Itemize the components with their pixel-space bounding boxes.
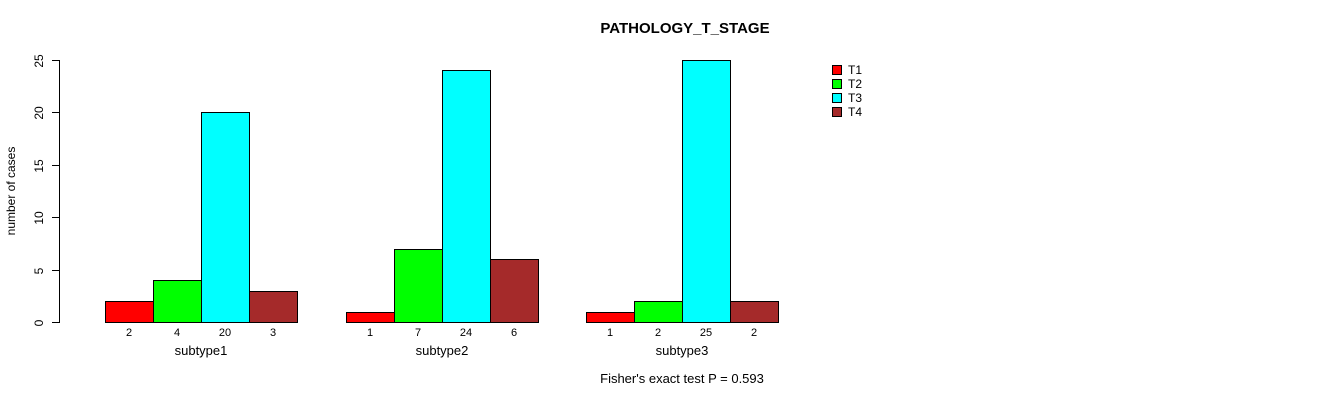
y-tick: [52, 217, 59, 218]
bar-t1-subtype2: [346, 312, 395, 323]
x-category-label: subtype2: [415, 343, 469, 358]
bar-t4-subtype2: [490, 259, 539, 323]
bar-value-label: 25: [699, 327, 713, 339]
bar-value-label: 24: [459, 327, 473, 339]
chart-title: PATHOLOGY_T_STAGE: [600, 20, 770, 37]
y-tick: [52, 112, 59, 113]
y-tick-label: 25: [32, 53, 46, 68]
y-tick-label: 5: [32, 267, 46, 274]
bar-t1-subtype3: [586, 312, 635, 323]
bar-value-label: 7: [414, 327, 422, 339]
legend-label-t3: T3: [848, 91, 863, 105]
y-tick: [52, 60, 59, 61]
legend-swatch-t3: [832, 93, 842, 103]
bar-t3-subtype2: [442, 70, 491, 323]
y-tick: [52, 322, 59, 323]
bar-t1-subtype1: [105, 301, 154, 323]
bar-value-label: 3: [269, 327, 277, 339]
legend-item-t4: T4: [832, 105, 862, 119]
bar-value-label: 20: [218, 327, 232, 339]
x-category-label: subtype1: [174, 343, 228, 358]
legend-swatch-t1: [832, 65, 842, 75]
bar-value-label: 2: [125, 327, 133, 339]
legend-swatch-t2: [832, 79, 842, 89]
bar-t3-subtype3: [682, 60, 731, 323]
legend-item-t1: T1: [832, 63, 862, 77]
y-tick-label: 20: [32, 105, 46, 120]
bar-t2-subtype3: [634, 301, 683, 323]
bar-t2-subtype2: [394, 249, 443, 323]
bar-value-label: 2: [750, 327, 758, 339]
y-axis-label: number of cases: [4, 146, 18, 236]
bar-t4-subtype1: [249, 291, 298, 323]
legend-label-t2: T2: [848, 77, 863, 91]
annotation-text: Fisher's exact test P = 0.593: [600, 371, 764, 386]
bar-value-label: 2: [654, 327, 662, 339]
bar-t2-subtype1: [153, 280, 202, 323]
y-tick-label: 0: [32, 319, 46, 326]
legend-item-t2: T2: [832, 77, 862, 91]
bar-value-label: 6: [510, 327, 518, 339]
legend-label-t4: T4: [848, 105, 863, 119]
y-axis-line: [59, 60, 60, 323]
y-tick: [52, 270, 59, 271]
legend-item-t3: T3: [832, 91, 862, 105]
bar-value-label: 4: [173, 327, 181, 339]
y-tick-label: 10: [32, 210, 46, 225]
legend-label-t1: T1: [848, 63, 863, 77]
bar-t4-subtype3: [730, 301, 779, 323]
bar-value-label: 1: [366, 327, 374, 339]
y-tick-label: 15: [32, 158, 46, 173]
legend-swatch-t4: [832, 107, 842, 117]
x-category-label: subtype3: [655, 343, 709, 358]
legend: T1 T2 T3 T4: [832, 63, 862, 119]
y-tick: [52, 165, 59, 166]
bar-value-label: 1: [606, 327, 614, 339]
bar-t3-subtype1: [201, 112, 250, 323]
